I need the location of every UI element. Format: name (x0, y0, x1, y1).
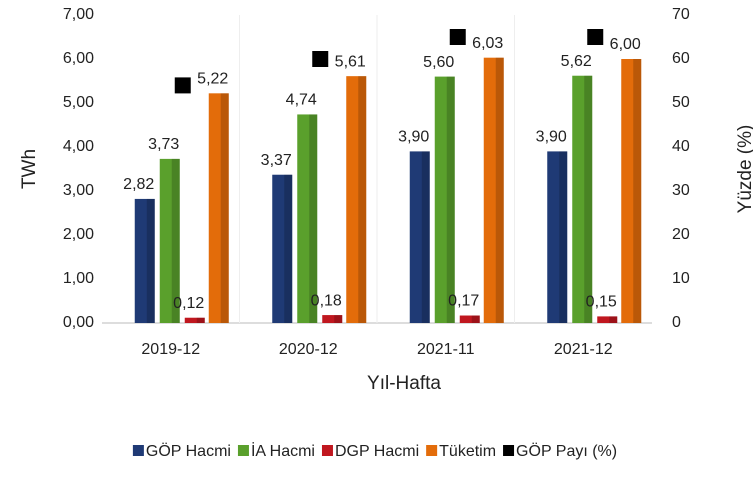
bar (272, 174, 293, 323)
legend-marker (503, 445, 515, 456)
legend-label: GÖP Hacmi (146, 442, 231, 460)
y2-tick-label: 0 (672, 314, 681, 331)
y2-axis-title: Yüzde (%) (735, 125, 753, 214)
bar-shade (334, 315, 343, 323)
bar-shade (471, 315, 480, 323)
bar-shade (609, 316, 618, 323)
legend-label: Tüketim (439, 443, 496, 460)
bar (597, 316, 618, 323)
y2-tick-label: 30 (672, 182, 690, 199)
bar-shade (495, 57, 504, 324)
x-tick-label: 2021-12 (554, 341, 613, 358)
bar-shade (309, 114, 318, 323)
y-tick-label: 5,00 (63, 94, 94, 111)
data-label: 4,74 (286, 92, 317, 109)
data-label: 3,90 (398, 129, 429, 146)
data-label: 5,22 (197, 71, 228, 88)
data-label: 6,00 (610, 36, 641, 53)
bar (409, 151, 430, 323)
legend-label: GÖP Payı (%) (516, 442, 617, 460)
bar-shade (196, 317, 205, 323)
y-tick-label: 1,00 (63, 270, 94, 287)
marker (587, 29, 604, 45)
y-tick-label: 3,00 (63, 182, 94, 199)
bar-shade (633, 59, 642, 323)
legend-marker (426, 445, 438, 456)
bar (346, 76, 367, 323)
bar-shade (146, 198, 155, 323)
bar-shade (421, 151, 430, 323)
bar (621, 59, 642, 323)
bar (547, 151, 568, 323)
bar-shade (284, 174, 293, 323)
x-tick-label: 2020-12 (279, 341, 338, 358)
data-label: 5,61 (335, 53, 366, 70)
data-label: 6,03 (472, 35, 503, 52)
data-label: 0,12 (173, 295, 204, 312)
x-tick-label: 2019-12 (141, 341, 200, 358)
legend-marker (237, 445, 249, 456)
y2-tick-label: 20 (672, 226, 690, 243)
marker (174, 77, 191, 94)
marker (449, 29, 466, 45)
legend-label: İA Hacmi (251, 441, 315, 460)
y2-tick-label: 70 (672, 6, 690, 23)
bar-shade (220, 93, 229, 323)
data-label: 3,37 (261, 152, 292, 169)
bar (184, 317, 205, 323)
data-label: 0,15 (586, 294, 617, 311)
y2-tick-label: 50 (672, 94, 690, 111)
bar-shade (559, 151, 568, 323)
data-label: 0,17 (448, 293, 479, 310)
y2-tick-label: 60 (672, 50, 690, 67)
y-tick-label: 7,00 (63, 6, 94, 23)
legend-marker (321, 445, 333, 456)
y-tick-label: 2,00 (63, 226, 94, 243)
bar (459, 315, 480, 323)
bar-shade (446, 76, 455, 323)
bar (208, 93, 229, 323)
data-label: 2,82 (123, 176, 154, 193)
data-label: 3,73 (148, 136, 179, 153)
y2-tick-label: 40 (672, 138, 690, 155)
y-tick-label: 6,00 (63, 50, 94, 67)
x-axis-title: Yıl-Hafta (367, 373, 441, 394)
y-tick-label: 0,00 (63, 314, 94, 331)
bar (572, 75, 593, 323)
bar-shade (584, 75, 593, 323)
x-tick-label: 2021-11 (417, 341, 475, 358)
y2-tick-label: 10 (672, 270, 690, 287)
bar-shade (171, 158, 180, 323)
data-label: 0,18 (311, 292, 342, 309)
legend-label: DGP Hacmi (335, 443, 419, 460)
marker (312, 51, 329, 67)
y-axis-title: TWh (19, 149, 40, 189)
bar (434, 76, 455, 323)
bar (134, 198, 155, 323)
data-label: 5,60 (423, 54, 454, 71)
legend-marker (132, 445, 144, 456)
bar-shade (358, 76, 367, 323)
bar (322, 315, 343, 323)
bar (159, 158, 180, 323)
bar (297, 114, 318, 323)
data-label: 5,62 (561, 53, 592, 70)
y-tick-label: 4,00 (63, 138, 94, 155)
bar (483, 57, 504, 324)
data-label: 3,90 (536, 129, 567, 146)
